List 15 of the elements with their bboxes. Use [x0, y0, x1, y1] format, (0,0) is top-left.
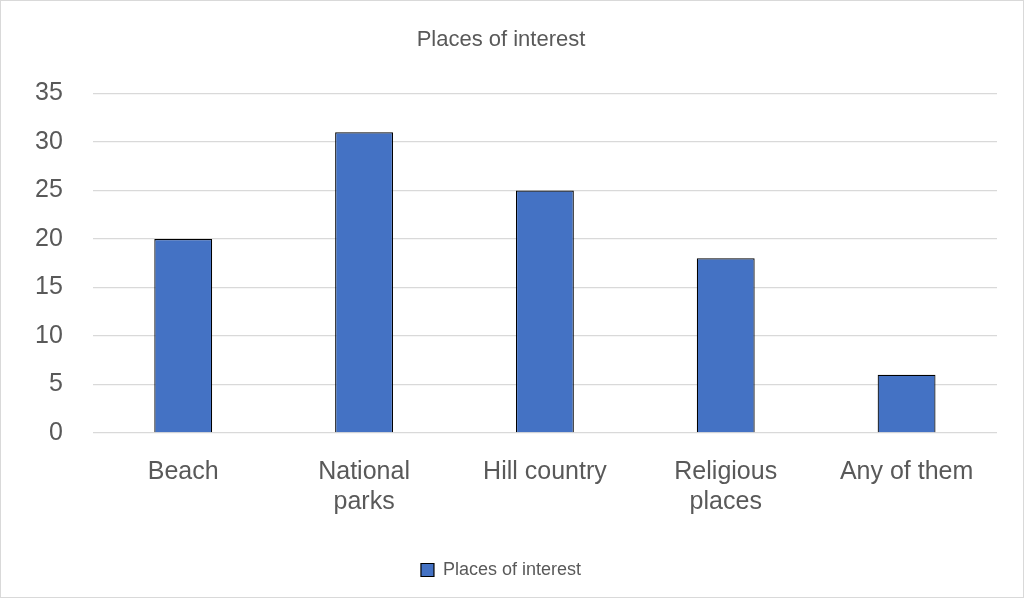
x-tick-label: Hill country [483, 455, 608, 484]
y-tick-label: 35 [35, 77, 63, 106]
y-tick-label: 5 [48, 368, 63, 397]
y-tick-label: 30 [35, 125, 63, 154]
y-tick-label: 0 [48, 416, 63, 445]
x-tick-label: National parks [318, 455, 410, 514]
y-tick-label: 25 [35, 174, 63, 203]
y-tick-label: 15 [35, 271, 63, 300]
x-tick-label: Religious places [674, 455, 778, 514]
x-tick-label: Any of them [839, 455, 974, 484]
y-tick-label: 20 [35, 222, 63, 251]
x-tick-label: Beach [147, 455, 219, 484]
chart-title: Places of interest [416, 26, 586, 52]
legend-label: Places of interest [442, 558, 582, 579]
y-tick-label: 10 [35, 319, 63, 348]
